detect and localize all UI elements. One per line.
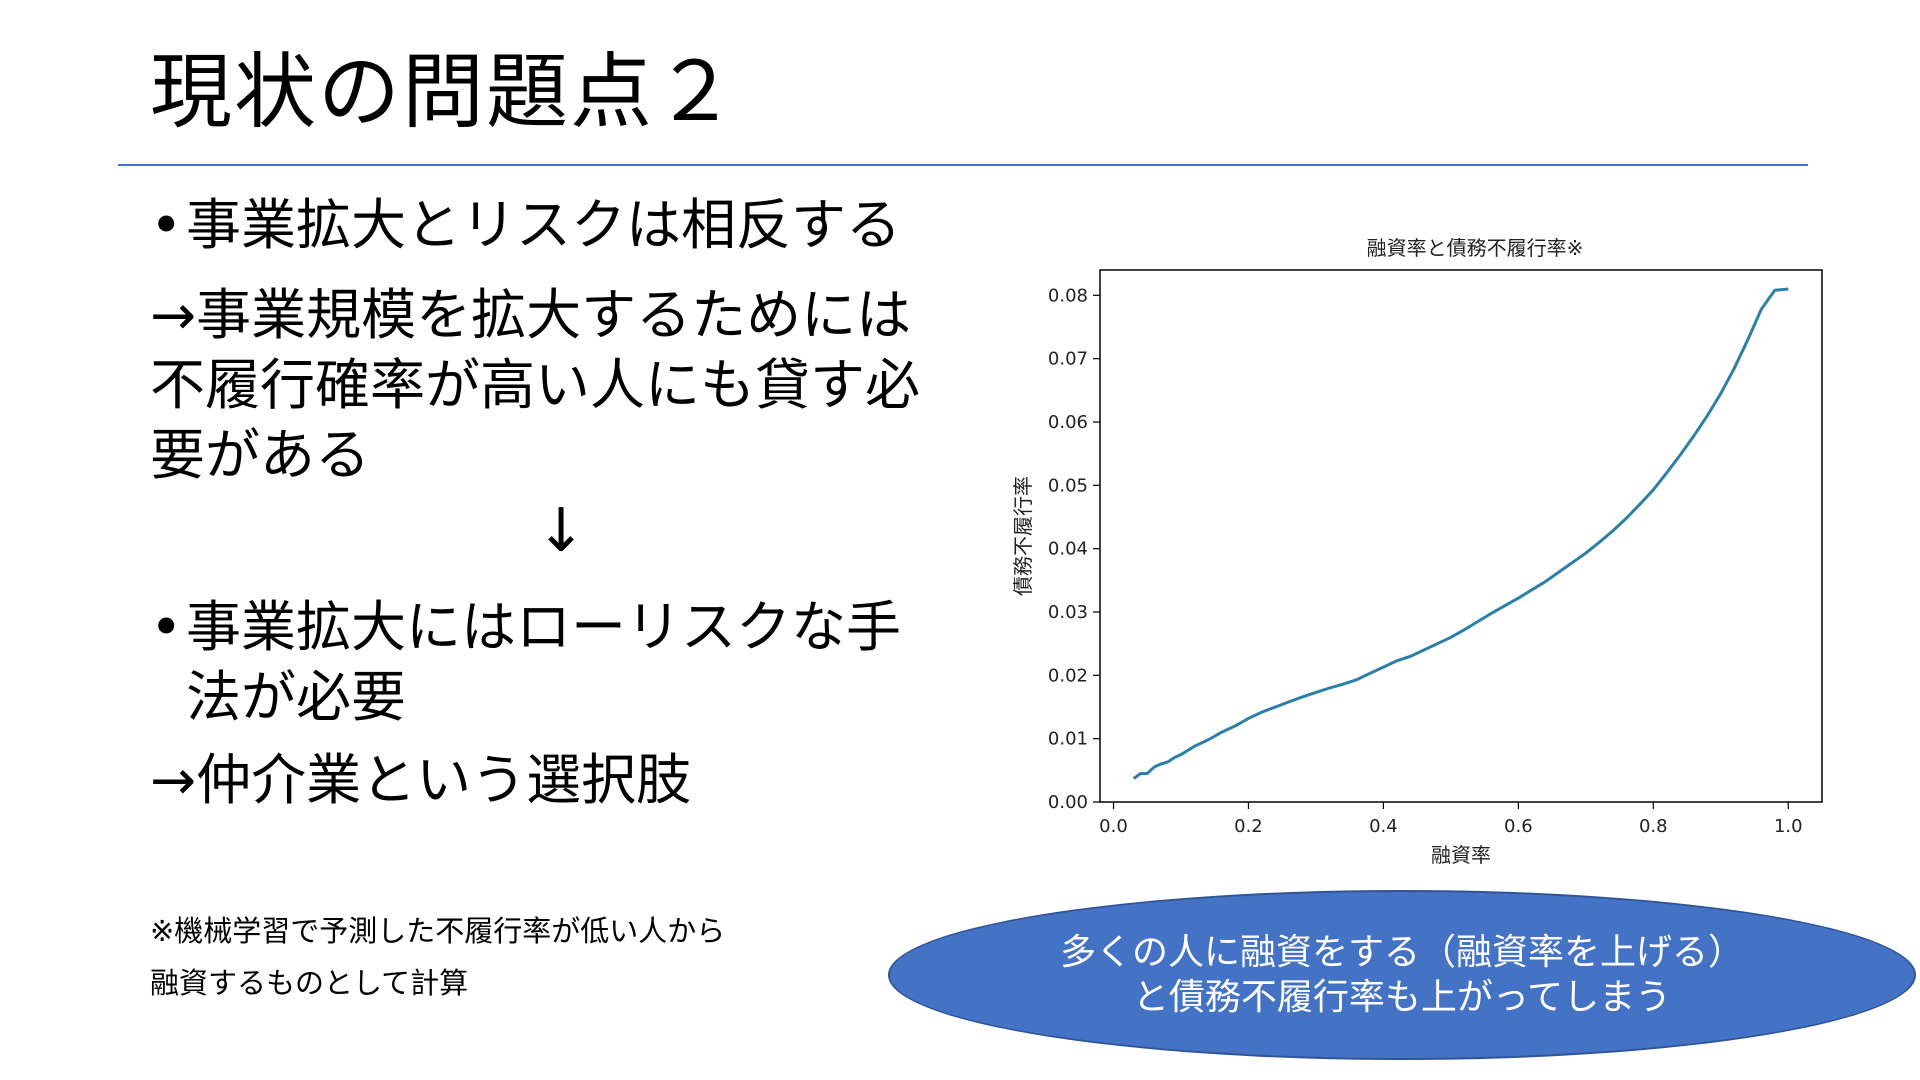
series-line: [1132, 287, 1789, 780]
chart: 融資率と債務不履行率※ 0.0 0.2 0.4 0.6 0.8 1.0 0.00 0.01 0.…: [1000, 225, 1840, 875]
paragraph-line: →仲介業という選択肢: [150, 748, 692, 812]
bullet-line: 事業拡大とリスクは相反する: [186, 193, 902, 257]
down-arrow-icon: ↓: [536, 496, 587, 566]
y-axis-label: 債務不履行率: [1011, 476, 1035, 596]
bullet-dot-icon: •: [150, 193, 183, 257]
y-tick-label: 0.05: [1048, 475, 1088, 496]
y-tick-label: 0.00: [1048, 792, 1088, 813]
bullet-dot-icon: •: [150, 595, 183, 659]
paragraph-line: 要がある: [150, 423, 371, 487]
tick-group: 0.0 0.2 0.4 0.6 0.8 1.0 0.00 0.01 0.02 0.03 0.04 0.…: [1048, 285, 1803, 837]
y-tick-label: 0.02: [1048, 665, 1088, 686]
y-tick-label: 0.07: [1048, 349, 1088, 370]
y-tick-label: 0.01: [1048, 729, 1088, 750]
bullet-line: 法が必要: [186, 665, 407, 729]
callout-ellipse: 多くの人に融資をする（融資率を上げる） と債務不履行率も上がってしまう: [888, 890, 1916, 1060]
x-tick-label: 0.6: [1504, 816, 1533, 837]
y-tick-label: 0.03: [1048, 602, 1088, 623]
y-tick-label: 0.06: [1048, 412, 1088, 433]
footnote-line: ※機械学習で予測した不履行率が低い人から: [150, 914, 726, 948]
y-tick-label: 0.04: [1048, 539, 1088, 560]
x-axis-label: 融資率: [1431, 843, 1491, 867]
footnote: ※機械学習で予測した不履行率が低い人から 融資するものとして計算: [150, 905, 725, 1009]
y-tick-label: 0.08: [1048, 285, 1088, 306]
slide-title: 現状の問題点２: [150, 45, 739, 140]
plot-frame: [1099, 269, 1823, 803]
callout-line: 多くの人に融資をする（融資率を上げる）: [1059, 932, 1744, 973]
x-tick-label: 0.8: [1639, 816, 1668, 837]
paragraph-line: →事業規模を拡大するためには: [150, 283, 912, 347]
footnote-line: 融資するものとして計算: [150, 966, 469, 1000]
x-tick-label: 0.2: [1234, 816, 1263, 837]
chart-title: 融資率と債務不履行率※: [1367, 236, 1584, 260]
callout-line: と債務不履行率も上がってしまう: [1132, 977, 1672, 1018]
x-tick-label: 0.0: [1099, 816, 1128, 837]
title-divider: [118, 164, 1808, 166]
line-chart: 融資率と債務不履行率※ 0.0 0.2 0.4 0.6 0.8 1.00.000.010.…: [1011, 236, 1823, 867]
x-tick-label: 0.4: [1369, 816, 1398, 837]
paragraph-line: 不履行確率が高い人にも貸す必: [150, 353, 921, 417]
bullet-line: 事業拡大にはローリスクな手: [186, 595, 902, 659]
x-tick-label: 1.0: [1774, 816, 1803, 837]
